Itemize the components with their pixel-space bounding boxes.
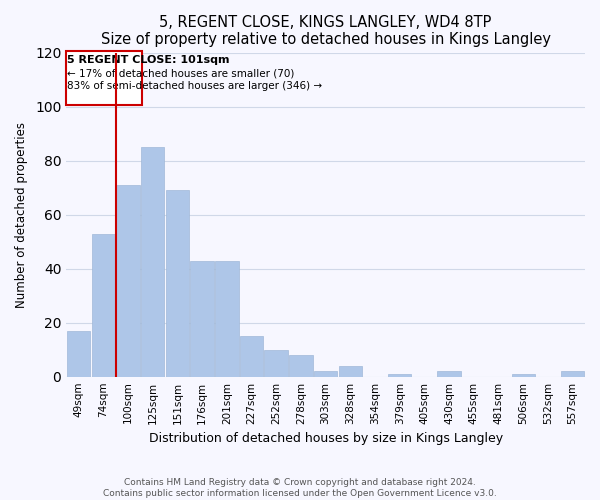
Bar: [338, 366, 362, 376]
Text: 5 REGENT CLOSE: 101sqm: 5 REGENT CLOSE: 101sqm: [67, 56, 230, 66]
Bar: [190, 260, 214, 376]
Bar: [116, 185, 140, 376]
Bar: [561, 372, 584, 376]
Bar: [92, 234, 115, 376]
Text: ← 17% of detached houses are smaller (70): ← 17% of detached houses are smaller (70…: [67, 68, 295, 78]
Bar: [67, 331, 90, 376]
Bar: [265, 350, 288, 376]
Bar: [215, 260, 239, 376]
Bar: [141, 147, 164, 376]
FancyBboxPatch shape: [66, 52, 142, 106]
Bar: [512, 374, 535, 376]
Text: Contains HM Land Registry data © Crown copyright and database right 2024.
Contai: Contains HM Land Registry data © Crown c…: [103, 478, 497, 498]
Bar: [437, 372, 461, 376]
Y-axis label: Number of detached properties: Number of detached properties: [15, 122, 28, 308]
Bar: [388, 374, 412, 376]
Bar: [289, 355, 313, 376]
X-axis label: Distribution of detached houses by size in Kings Langley: Distribution of detached houses by size …: [149, 432, 503, 445]
Bar: [240, 336, 263, 376]
Text: 83% of semi-detached houses are larger (346) →: 83% of semi-detached houses are larger (…: [67, 81, 323, 91]
Bar: [166, 190, 189, 376]
Bar: [314, 372, 337, 376]
Title: 5, REGENT CLOSE, KINGS LANGLEY, WD4 8TP
Size of property relative to detached ho: 5, REGENT CLOSE, KINGS LANGLEY, WD4 8TP …: [101, 15, 551, 48]
